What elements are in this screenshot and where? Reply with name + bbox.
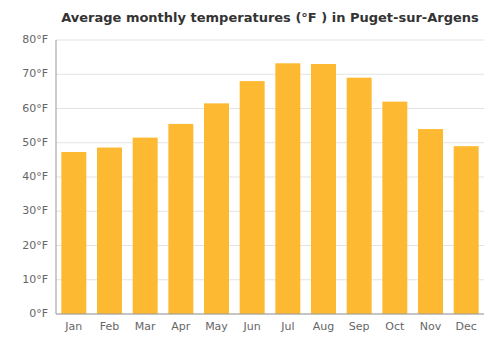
bar (418, 129, 443, 314)
x-tick-label: May (205, 320, 228, 333)
x-tick-label: Dec (456, 320, 477, 333)
x-tick-label: Feb (100, 320, 119, 333)
bar (382, 102, 407, 314)
grid-line (56, 74, 484, 75)
x-axis: Jan Feb Mar Apr May Jun Jul Aug Sep Oct Nov Dec (64, 320, 476, 333)
bar (275, 63, 300, 314)
title: Average monthly temperatures (°F ) in Pu… (61, 10, 479, 25)
bar (311, 64, 336, 314)
x-tick-label: Jan (64, 320, 82, 333)
bar (97, 148, 122, 314)
x-tick-label: Oct (385, 320, 405, 333)
y-tick-label: 20°F (22, 239, 48, 252)
y-axis: 0°F 10°F 20°F 30°F 40°F 50°F 60°F 70°F 80°F (22, 33, 48, 320)
x-tick-label: Jun (243, 320, 261, 333)
y-tick-label: 10°F (22, 273, 48, 286)
y-tick-label: 40°F (22, 170, 48, 183)
x-tick-label: Sep (349, 320, 370, 333)
bar (168, 124, 193, 314)
x-tick-label: Aug (313, 320, 334, 333)
chart-container: 0°F 10°F 20°F 30°F 40°F 50°F 60°F 70°F 80°F Jan Fe… (0, 0, 500, 350)
x-axis-line (56, 314, 484, 315)
x-tick-label: Apr (171, 320, 191, 333)
y-tick-label: 60°F (22, 102, 48, 115)
grid-line (56, 108, 484, 109)
grid-line (56, 314, 484, 315)
x-tick-label: Mar (135, 320, 156, 333)
chart-svg: 0°F 10°F 20°F 30°F 40°F 50°F 60°F 70°F 80°F Jan Fe… (0, 0, 500, 350)
y-axis-line (56, 40, 57, 314)
x-tick-label: Nov (420, 320, 442, 333)
bar (347, 78, 372, 314)
y-tick-label: 50°F (22, 136, 48, 149)
y-tick-label: 70°F (22, 67, 48, 80)
y-tick-label: 0°F (29, 307, 48, 320)
x-tick-label: Jul (280, 320, 294, 333)
bar (133, 138, 158, 314)
grid-line (56, 40, 484, 41)
bar (454, 146, 479, 314)
bar (240, 81, 265, 314)
bars (61, 63, 478, 314)
bar (61, 152, 86, 314)
bar (204, 103, 229, 314)
y-tick-label: 30°F (22, 204, 48, 217)
y-tick-label: 80°F (22, 33, 48, 46)
grid (56, 40, 484, 314)
